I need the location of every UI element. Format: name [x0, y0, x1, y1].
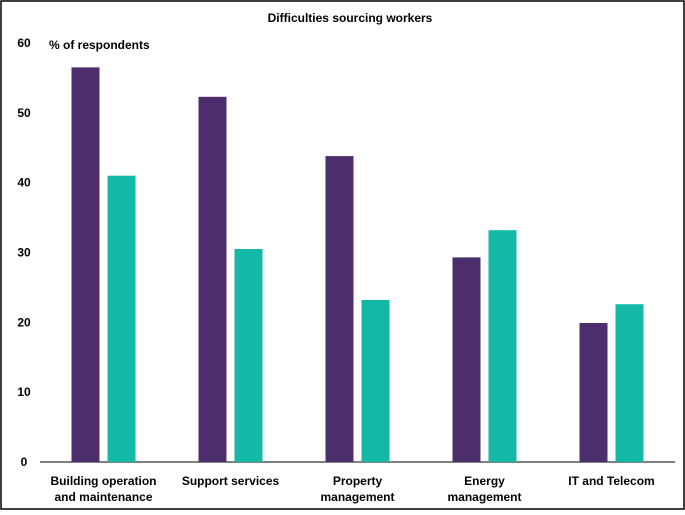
x-tick-labels: Building operation and maintenance Support… — [51, 474, 655, 504]
bar-series-2 — [234, 249, 263, 462]
x-tick-label: IT and Telecom — [568, 474, 654, 488]
y-tick-label: 10 — [17, 385, 31, 399]
x-tick-label: Energy management — [447, 474, 521, 504]
bars — [71, 67, 644, 463]
y-tick-label: 40 — [17, 176, 31, 190]
bar-series-1 — [198, 96, 227, 463]
bar-series-2 — [361, 300, 390, 462]
y-tick-label: 20 — [17, 315, 31, 329]
bar-series-1 — [579, 323, 608, 462]
y-tick-label: 50 — [17, 106, 31, 120]
y-tick-label: 0 — [21, 455, 28, 469]
x-tick-label: Support services — [182, 474, 280, 488]
bar-series-2 — [107, 175, 136, 462]
y-axis-label: % of respondents — [49, 38, 150, 52]
y-tick-labels: 0 10 20 30 40 50 60 — [17, 36, 31, 469]
y-tick-label: 30 — [17, 246, 31, 260]
bar-series-2 — [615, 304, 644, 462]
bar-series-1 — [452, 257, 481, 462]
x-tick-label: Building operation and maintenance — [51, 474, 157, 504]
chart-title: Difficulties sourcing workers — [268, 11, 433, 25]
bar-series-1 — [71, 67, 100, 463]
bar-series-2 — [488, 230, 517, 462]
x-tick-label: Property management — [320, 474, 394, 504]
y-tick-label: 60 — [17, 36, 31, 50]
bar-series-1 — [325, 156, 354, 462]
